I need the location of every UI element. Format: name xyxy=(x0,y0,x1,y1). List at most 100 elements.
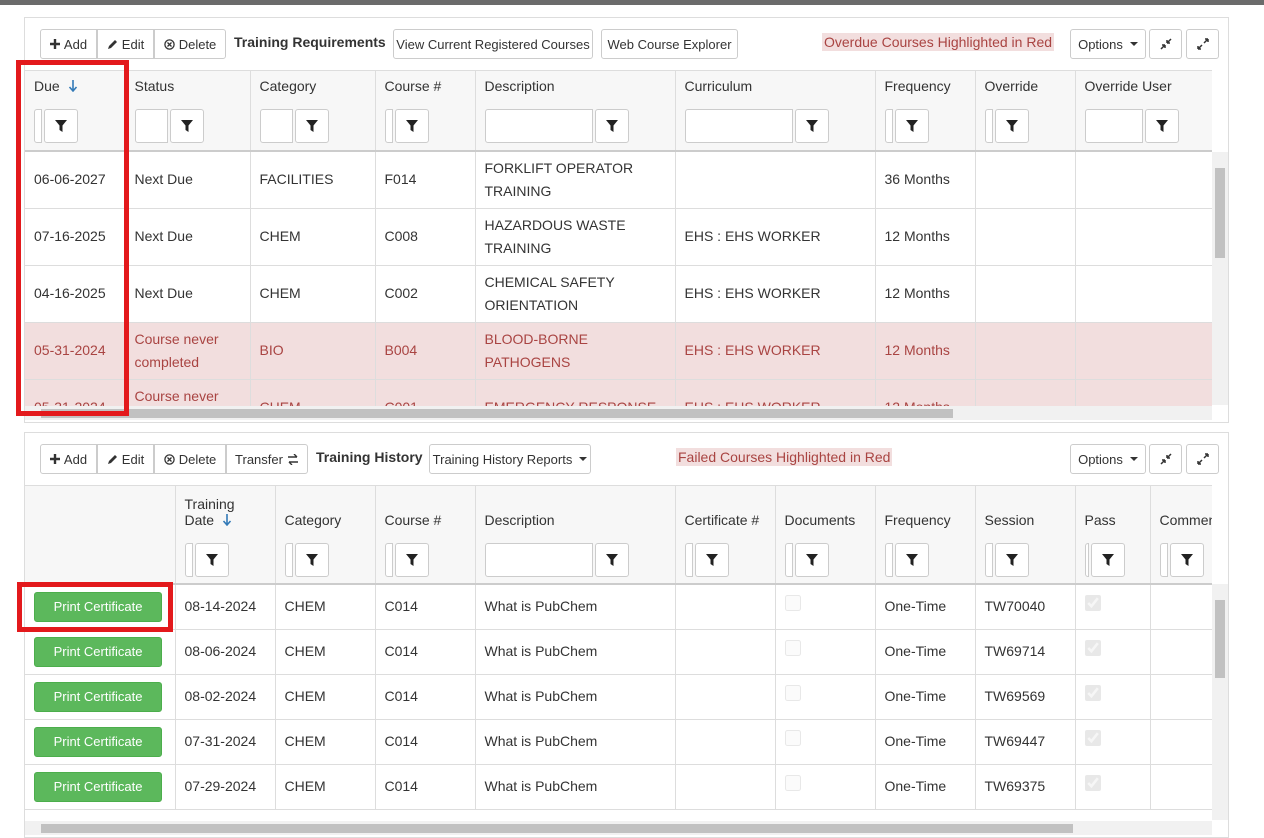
filter-input[interactable] xyxy=(684,542,693,577)
filter-input[interactable] xyxy=(884,542,893,577)
column-header[interactable]: Certificate # xyxy=(675,486,776,536)
column-title: Frequency xyxy=(884,512,951,528)
transfer-button[interactable]: Transfer xyxy=(226,444,308,474)
cell xyxy=(775,719,876,765)
data-row[interactable]: Print Certificate 08-06-2024 CHEM C014 What … xyxy=(25,629,1212,675)
add-button[interactable]: Add xyxy=(40,29,97,59)
horizontal-scrollbar[interactable] xyxy=(25,821,1212,835)
filter-button[interactable] xyxy=(694,542,729,577)
filter-button[interactable] xyxy=(194,542,229,577)
column-header[interactable]: Category xyxy=(275,486,376,536)
data-row[interactable]: 07-16-2025 Next Due CHEM C008 HAZARDOUS WAST… xyxy=(25,208,1212,266)
data-row[interactable]: 04-16-2025 Next Due CHEM C002 CHEMICAL SAFET… xyxy=(25,265,1212,323)
column-header[interactable]: Course # xyxy=(375,486,476,536)
column-header[interactable]: Documents xyxy=(775,486,876,536)
compress-button[interactable] xyxy=(1149,29,1182,59)
horizontal-scrollbar[interactable] xyxy=(25,406,1212,420)
column-header[interactable]: Description xyxy=(475,486,676,536)
filter-button[interactable] xyxy=(894,109,929,143)
column-header[interactable]: Training Date xyxy=(175,486,276,536)
column-title: Status xyxy=(134,78,175,94)
print-certificate-button[interactable]: Print Certificate xyxy=(34,771,162,802)
compress-button[interactable] xyxy=(1149,444,1182,474)
filter-input[interactable] xyxy=(784,542,793,577)
filter-button[interactable] xyxy=(169,109,204,143)
data-row[interactable]: Print Certificate 08-14-2024 CHEM C014 What … xyxy=(25,584,1212,630)
data-row[interactable]: 05-31-2024 Course never completed BIO B004 B… xyxy=(25,322,1212,380)
data-row[interactable]: Print Certificate 07-31-2024 CHEM C014 What … xyxy=(25,719,1212,765)
checkbox xyxy=(784,730,801,746)
filter-input[interactable] xyxy=(484,542,593,577)
data-row[interactable]: 06-06-2027 Next Due FACILITIES F014 FORKLIFT… xyxy=(25,151,1212,209)
edit-button[interactable]: Edit xyxy=(97,29,154,59)
column-header[interactable]: Category xyxy=(250,71,376,102)
vertical-scrollbar[interactable] xyxy=(1212,584,1228,820)
filter-input[interactable] xyxy=(984,542,993,577)
data-row[interactable]: Print Certificate 08-02-2024 CHEM C014 What … xyxy=(25,674,1212,720)
column-header[interactable]: Status xyxy=(125,71,251,102)
column-header[interactable]: Override User xyxy=(1075,71,1212,102)
filter-input[interactable] xyxy=(384,542,393,577)
delete-button[interactable]: Delete xyxy=(154,29,226,59)
filter-input[interactable] xyxy=(1159,542,1168,577)
filter-cell xyxy=(975,536,1076,585)
filter-input[interactable] xyxy=(284,542,293,577)
column-header[interactable]: Due xyxy=(25,71,126,102)
filter-button[interactable] xyxy=(394,542,429,577)
print-certificate-button[interactable]: Print Certificate xyxy=(34,591,162,622)
print-certificate-button[interactable]: Print Certificate xyxy=(34,681,162,712)
column-header[interactable]: Curriculum xyxy=(675,71,876,102)
filter-input[interactable] xyxy=(984,109,993,143)
vertical-scrollbar[interactable] xyxy=(1212,152,1228,405)
print-certificate-button[interactable]: Print Certificate xyxy=(34,636,162,667)
filter-button[interactable] xyxy=(994,109,1029,143)
filter-input[interactable] xyxy=(1084,109,1143,143)
expand-button[interactable] xyxy=(1186,444,1219,474)
view-courses-button[interactable]: View Current Registered Courses xyxy=(393,29,593,59)
filter-input[interactable] xyxy=(384,109,393,143)
filter-button[interactable] xyxy=(794,542,829,577)
filter-button[interactable] xyxy=(1169,542,1204,577)
column-header[interactable]: Frequency xyxy=(875,71,976,102)
filter-button[interactable] xyxy=(394,109,429,143)
column-header[interactable]: Pass xyxy=(1075,486,1151,536)
filter-button[interactable] xyxy=(894,542,929,577)
filter-button[interactable] xyxy=(1144,109,1179,143)
filter-input[interactable] xyxy=(684,109,793,143)
cell: 36 Months xyxy=(875,151,976,209)
filter-button[interactable] xyxy=(594,542,629,577)
filter-icon xyxy=(305,553,318,566)
column-header[interactable]: Comments xyxy=(1150,486,1212,536)
filter-input[interactable] xyxy=(259,109,293,143)
filter-button[interactable] xyxy=(794,109,829,143)
expand-button[interactable] xyxy=(1186,29,1219,59)
options-button[interactable]: Options xyxy=(1070,444,1146,474)
filter-input[interactable] xyxy=(34,109,42,143)
filter-button[interactable] xyxy=(1090,542,1125,577)
web-explorer-button[interactable]: Web Course Explorer xyxy=(601,29,738,59)
data-row[interactable]: Print Certificate 07-29-2024 CHEM C014 What … xyxy=(25,764,1212,810)
filter-button[interactable] xyxy=(294,109,329,143)
reports-button[interactable]: Training History Reports xyxy=(429,444,591,474)
column-title: Description xyxy=(484,78,555,94)
filter-button[interactable] xyxy=(994,542,1029,577)
filter-button[interactable] xyxy=(294,542,329,577)
filter-button[interactable] xyxy=(44,109,78,143)
column-header[interactable]: Session xyxy=(975,486,1076,536)
column-header[interactable]: Description xyxy=(475,71,676,102)
delete-button[interactable]: Delete xyxy=(154,444,226,474)
filter-input[interactable] xyxy=(134,109,168,143)
filter-input[interactable] xyxy=(184,542,193,577)
column-header[interactable]: Frequency xyxy=(875,486,976,536)
add-button[interactable]: Add xyxy=(40,444,97,474)
filter-input[interactable] xyxy=(884,109,893,143)
filter-button[interactable] xyxy=(594,109,629,143)
options-button[interactable]: Options xyxy=(1070,29,1146,59)
print-certificate-button[interactable]: Print Certificate xyxy=(34,726,162,757)
column-header[interactable]: Override xyxy=(975,71,1076,102)
filter-input[interactable] xyxy=(484,109,593,143)
column-header[interactable]: Course # xyxy=(375,71,476,102)
filter-input[interactable] xyxy=(1084,542,1089,577)
edit-button[interactable]: Edit xyxy=(97,444,154,474)
